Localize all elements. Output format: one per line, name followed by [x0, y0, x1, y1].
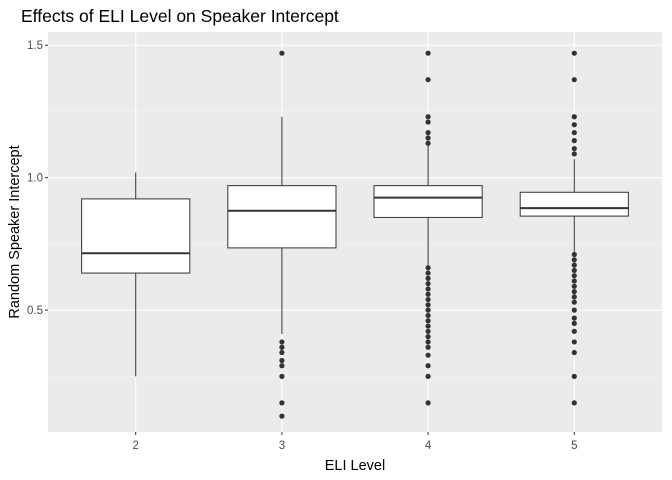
outlier-point [425, 114, 431, 120]
x-tick-label: 4 [425, 440, 432, 452]
outlier-point [279, 357, 285, 364]
y-axis: 0.5 1.0 1.5 [27, 40, 48, 317]
outlier-point [425, 270, 431, 276]
box-group-2 [81, 172, 191, 377]
outlier-point [425, 140, 431, 146]
outlier-point [425, 291, 431, 297]
outlier-point [425, 119, 431, 125]
outlier-point [571, 122, 577, 128]
outlier-point [571, 267, 577, 274]
chart-title: Effects of ELI Level on Speaker Intercep… [21, 6, 339, 26]
outlier-point [425, 339, 431, 345]
outlier-point [425, 363, 431, 369]
outlier-point [279, 373, 285, 379]
outlier-point [279, 50, 285, 56]
x-axis-title: ELI Level [325, 458, 385, 474]
outlier-point [279, 339, 285, 345]
outlier-point [571, 114, 577, 120]
outlier-point [425, 318, 431, 324]
y-tick-label: 1.0 [27, 173, 43, 185]
outlier-point [425, 344, 431, 350]
outlier-point [279, 400, 285, 406]
outlier-point [571, 145, 577, 152]
x-tick-label: 2 [133, 440, 139, 452]
outlier-point [571, 251, 577, 258]
outlier-point [425, 50, 431, 56]
outlier-point [571, 400, 577, 406]
box-group-5 [519, 50, 629, 406]
outlier-point [425, 275, 431, 281]
outlier-point [571, 307, 577, 313]
outlier-point [571, 273, 577, 279]
box-iqr [373, 185, 483, 218]
outlier-point [425, 312, 431, 319]
outlier-point [425, 77, 431, 83]
box-series [81, 50, 629, 419]
outlier-point [279, 413, 285, 419]
outlier-point [571, 328, 577, 334]
outlier-point [571, 299, 577, 305]
y-tick-label: 1.5 [27, 40, 43, 52]
outlier-point [571, 138, 577, 144]
outlier-point [425, 373, 431, 379]
outlier-point [279, 363, 285, 369]
outlier-point [571, 294, 577, 300]
outlier-point [425, 400, 431, 406]
outlier-point [571, 339, 577, 345]
outlier-point [425, 296, 431, 303]
outlier-point [425, 307, 431, 313]
box-iqr [519, 191, 629, 217]
y-tick-label: 0.5 [27, 305, 43, 317]
outlier-point [571, 50, 577, 56]
outlier-point [425, 130, 431, 136]
outlier-point [425, 328, 431, 334]
x-tick-label: 5 [571, 440, 577, 452]
outlier-point [571, 151, 577, 157]
outlier-point [571, 257, 577, 263]
outlier-point [571, 373, 577, 379]
outlier-point [425, 302, 431, 308]
outlier-point [425, 281, 431, 287]
outlier-point [279, 349, 285, 356]
box-iqr [81, 198, 191, 274]
outlier-point [425, 265, 431, 271]
box-iqr [227, 185, 337, 249]
x-tick-label: 3 [279, 440, 285, 452]
box-group-4 [373, 50, 483, 406]
outlier-point [425, 286, 431, 292]
y-axis-title: Random Speaker Intercept [7, 145, 23, 318]
outlier-point [425, 334, 431, 340]
outlier-point [571, 130, 577, 136]
outlier-point [571, 320, 577, 326]
outlier-point [571, 283, 577, 289]
outlier-point [571, 349, 577, 356]
outlier-point [571, 278, 577, 284]
x-axis: 2 3 4 5 [133, 432, 577, 452]
outlier-point [571, 289, 577, 295]
outlier-point [425, 323, 431, 329]
outlier-point [571, 262, 577, 268]
box-group-3 [227, 50, 337, 419]
outlier-point [425, 135, 431, 141]
outlier-point [571, 77, 577, 83]
outlier-point [571, 315, 577, 321]
outlier-point [279, 344, 285, 350]
outlier-point [425, 352, 431, 358]
